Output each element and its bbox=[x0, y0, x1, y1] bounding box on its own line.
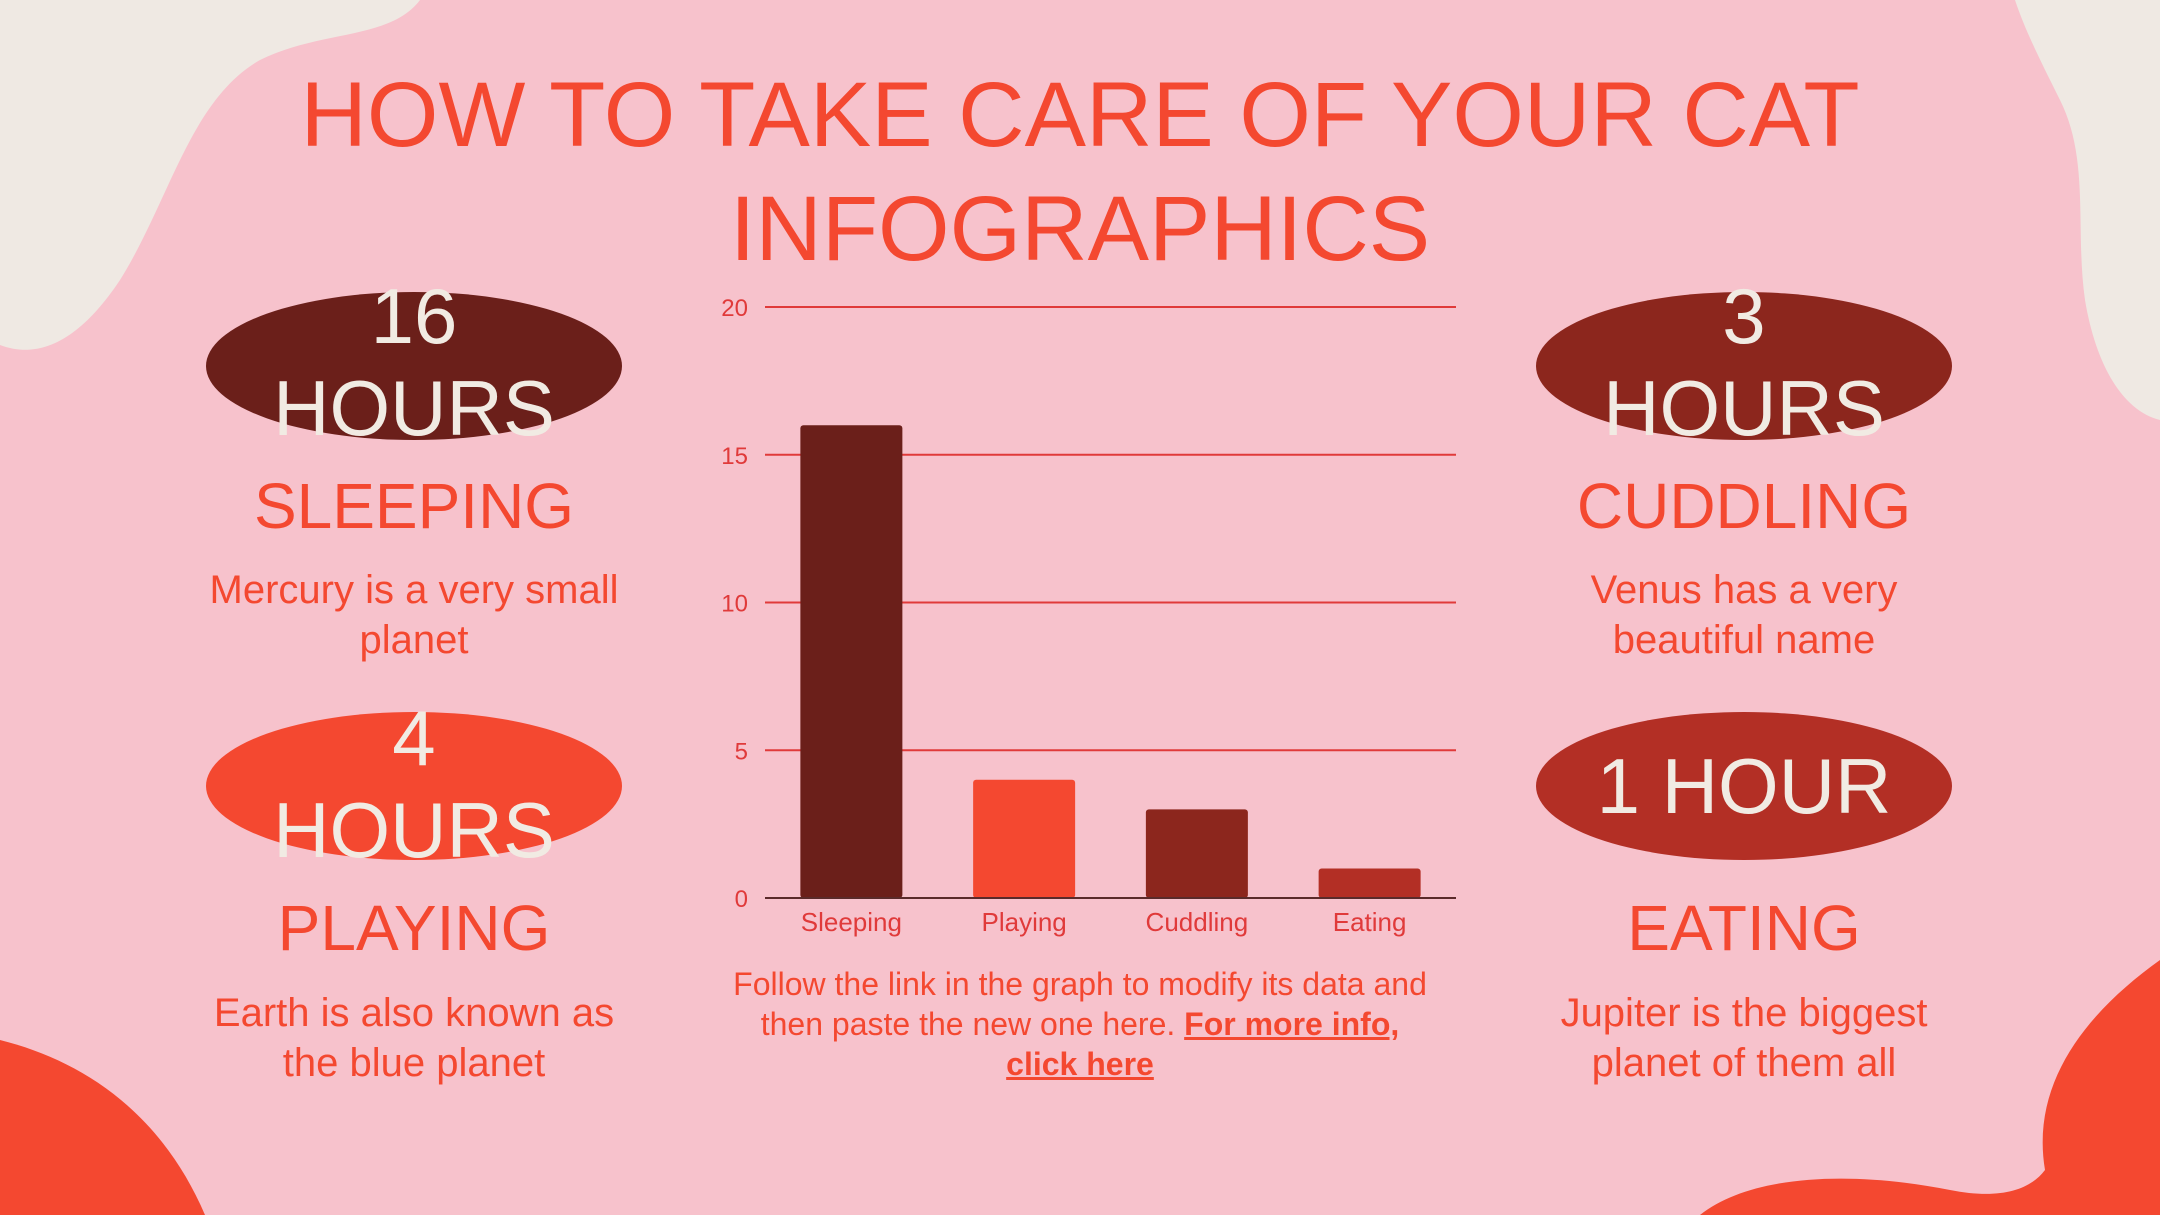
y-tick-label-10: 10 bbox=[721, 591, 748, 618]
more-info-link[interactable]: For more info, bbox=[1184, 1006, 1400, 1042]
sleeping-label: SLEEPING bbox=[253, 470, 575, 542]
x-tick-label-playing: Playing bbox=[981, 907, 1066, 937]
sleeping-value-number: 16 bbox=[370, 272, 458, 360]
y-tick-label-15: 15 bbox=[721, 443, 748, 470]
y-tick-label-5: 5 bbox=[735, 738, 748, 765]
eating-value-text: 1 HOUR bbox=[1596, 742, 1892, 830]
footnote-line-2: then paste the new one here. For more in… bbox=[700, 1004, 1460, 1044]
sleeping-value-unit: HOURS bbox=[273, 364, 555, 452]
bar-playing[interactable] bbox=[973, 779, 1076, 898]
x-tick-label-sleeping: Sleeping bbox=[801, 907, 902, 937]
playing-badge bbox=[206, 712, 622, 860]
title-line-2: INFOGRAPHICS bbox=[729, 178, 1431, 280]
playing-value-unit: HOURS bbox=[273, 786, 555, 874]
y-tick-label-0: 0 bbox=[735, 886, 748, 913]
playing-description: Earth is also known as the blue planet bbox=[134, 988, 694, 1088]
cuddling-value: 3 HOURS bbox=[1536, 270, 1952, 454]
bar-cuddling[interactable] bbox=[1145, 809, 1248, 898]
top-right-cream-blob bbox=[2015, 0, 2160, 420]
cuddling-desc-line-2: beautiful name bbox=[1612, 618, 1876, 662]
footnote-line-2-text: then paste the new one here. bbox=[760, 1006, 1185, 1042]
chart-footnote: Follow the link in the graph to modify i… bbox=[700, 964, 1460, 1084]
x-tick-label-cuddling: Cuddling bbox=[1146, 907, 1249, 937]
playing-value: 4 HOURS bbox=[206, 692, 622, 876]
eating-description: Jupiter is the biggest planet of them al… bbox=[1464, 988, 2024, 1088]
sleeping-description: Mercury is a very small planet bbox=[134, 565, 694, 665]
bar-sleeping[interactable] bbox=[800, 425, 903, 898]
footnote-line-3: click here bbox=[700, 1044, 1460, 1084]
cuddling-desc-line-1: Venus has a very bbox=[1590, 568, 1898, 612]
eating-label: EATING bbox=[1627, 892, 1861, 964]
x-tick-label-eating: Eating bbox=[1333, 907, 1407, 937]
title-line-1: HOW TO TAKE CARE OF YOUR CAT bbox=[300, 64, 1860, 166]
playing-value-number: 4 bbox=[392, 694, 436, 782]
eating-desc-line-1: Jupiter is the biggest bbox=[1560, 991, 1928, 1035]
playing-label: PLAYING bbox=[277, 892, 551, 964]
click-here-link[interactable]: click here bbox=[1006, 1046, 1154, 1082]
eating-desc-line-2: planet of them all bbox=[1591, 1041, 1897, 1085]
sleeping-desc-line-1: Mercury is a very small bbox=[209, 568, 619, 612]
bottom-left-red-blob bbox=[0, 1040, 205, 1215]
sleeping-desc-line-2: planet bbox=[359, 618, 469, 662]
top-left-cream-blob bbox=[0, 0, 420, 350]
cuddling-value-unit: HOURS bbox=[1603, 364, 1885, 452]
playing-desc-line-2: the blue planet bbox=[282, 1041, 546, 1085]
bar-eating[interactable] bbox=[1318, 868, 1421, 898]
playing-desc-line-1: Earth is also known as bbox=[213, 991, 615, 1035]
page-title: HOW TO TAKE CARE OF YOUR CAT INFOGRAPHIC… bbox=[0, 58, 2160, 286]
sleeping-badge bbox=[206, 292, 622, 440]
cuddling-badge bbox=[1536, 292, 1952, 440]
eating-value: 1 HOUR bbox=[1536, 740, 1952, 832]
cuddling-label: CUDDLING bbox=[1576, 470, 1912, 542]
eating-badge bbox=[1536, 712, 1952, 860]
cuddling-value-number: 3 bbox=[1722, 272, 1766, 360]
cuddling-description: Venus has a very beautiful name bbox=[1464, 565, 2024, 665]
sleeping-value: 16 HOURS bbox=[206, 270, 622, 454]
footnote-line-1: Follow the link in the graph to modify i… bbox=[733, 966, 1427, 1002]
y-tick-label-20: 20 bbox=[721, 295, 748, 322]
bottom-right-red-blob bbox=[1700, 960, 2160, 1215]
